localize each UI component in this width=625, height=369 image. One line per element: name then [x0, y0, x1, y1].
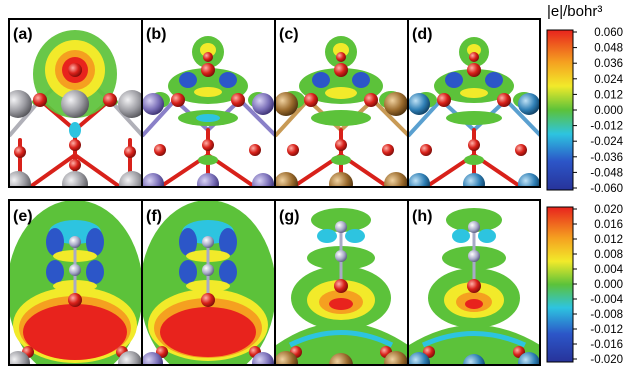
colorbar-top-tick-label: -0.036 [590, 152, 623, 164]
panel-label-a: (a) [13, 26, 33, 43]
colorbar-top-tick-label: -0.012 [590, 121, 623, 133]
panel-e [9, 200, 142, 365]
colorbar-bottom-tick-label: -0.008 [590, 309, 623, 321]
colorbar-bottom-tick-label: -0.012 [590, 324, 623, 336]
panel-h [408, 200, 540, 365]
colorbar-bottom-tick-label: 0.012 [594, 234, 623, 246]
colorbar-top: |e|/bohr³ 0.060 0.048 0.036 0.024 0.012 0.000… [546, 3, 624, 195]
colorbar-bottom-ticks: 0.020 0.016 0.012 0.008 0.004 0.000 -0.004 -0.0… [573, 204, 624, 366]
colorbar-top-tick-label: 0.048 [594, 43, 623, 55]
colorbar-bottom: 0.020 0.016 0.012 0.008 0.004 0.000 -0.004 -0.0… [546, 204, 624, 366]
panel-b [142, 19, 275, 187]
colorbar-bottom-tick-label: 0.000 [594, 279, 623, 291]
colorbar-bottom-tick-label: 0.008 [594, 249, 623, 261]
panel-f [142, 200, 275, 365]
panel-g [275, 200, 408, 365]
colorbar-top-tick-label: -0.060 [590, 183, 623, 195]
colorbar-top-tick-label: 0.012 [594, 89, 623, 101]
colorbar-top-tick-label: 0.024 [594, 74, 623, 86]
colorbar-top-tick-label: 0.036 [594, 58, 623, 70]
panel-label-b: (b) [146, 26, 166, 43]
colorbar-top-ticks: 0.060 0.048 0.036 0.024 0.012 0.000 -0.012 -0.0… [573, 27, 624, 195]
panel-label-e: (e) [13, 208, 33, 225]
top-row: (a) [8, 18, 541, 188]
panel-a [9, 19, 142, 187]
colorbar-top-tick-label: 0.000 [594, 105, 623, 117]
colorbar-bottom-tick-label: 0.004 [594, 264, 623, 276]
panel-label-d: (d) [412, 26, 432, 43]
bottom-row: (e) (f) [8, 199, 541, 366]
panel-label-h: (h) [412, 208, 432, 225]
colorbar-bottom-tick-label: 0.020 [594, 204, 623, 216]
panel-label-g: (g) [279, 208, 299, 225]
panel-label-f: (f) [146, 208, 162, 225]
panel-label-c: (c) [279, 26, 299, 43]
panel-c [275, 19, 408, 187]
atoms [9, 63, 142, 187]
colorbar-bottom-tick-label: -0.016 [590, 339, 623, 351]
colorbar-bottom-tick-label: -0.004 [590, 294, 623, 306]
colorbar-top-tick-label: -0.024 [590, 136, 623, 148]
colorbar-bottom-tick-label: -0.020 [590, 354, 623, 366]
colorbar-title: |e|/bohr³ [547, 3, 602, 20]
colorbar-bottom-tick-label: 0.016 [594, 219, 623, 231]
panel-d [408, 19, 540, 187]
colorbar-top-tick-label: 0.060 [594, 27, 623, 39]
colorbar-top-tick-label: -0.048 [590, 167, 623, 179]
